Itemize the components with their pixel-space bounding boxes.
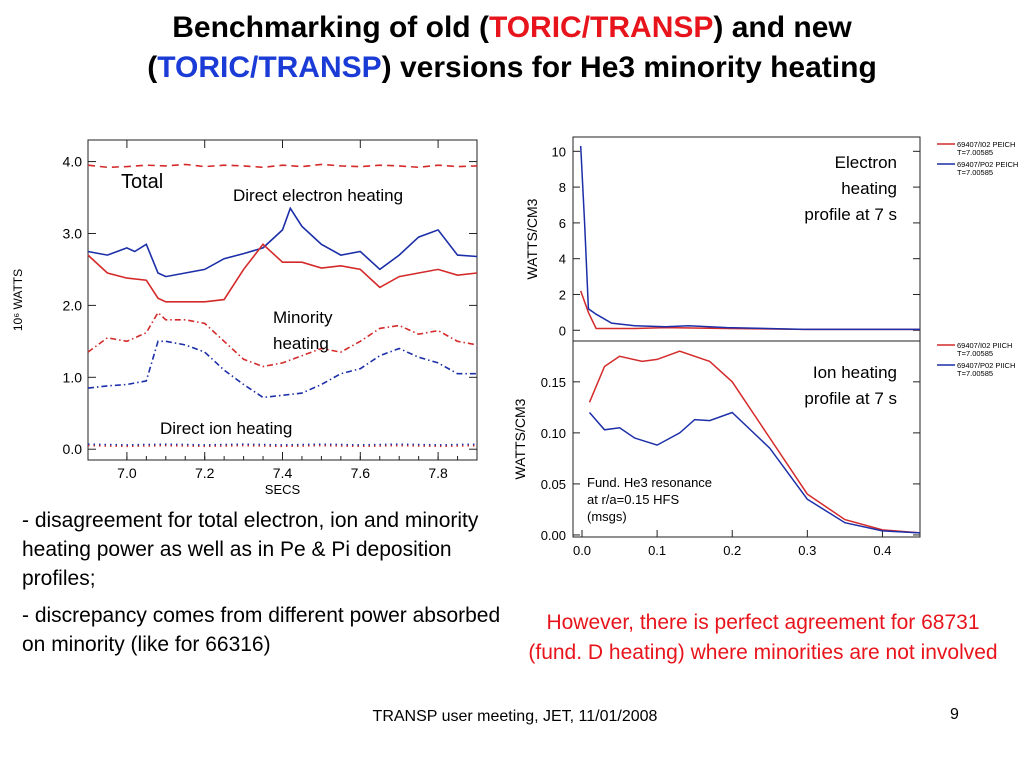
title-part4: ) versions for He3 minority heating — [381, 51, 877, 84]
y-tick-label: 8 — [559, 180, 566, 195]
bullet-list: - disagreement for total electron, ion a… — [22, 506, 502, 667]
y-tick-label: 0 — [559, 323, 566, 338]
y-tick-label: 4 — [559, 252, 566, 267]
profile-annotation: profile at 7 s — [804, 205, 897, 224]
x-tick-label: 7.6 — [351, 465, 371, 481]
series-line — [87, 340, 477, 399]
series-line — [579, 145, 920, 331]
x-tick-label: 0.4 — [873, 543, 891, 558]
profile-annotation: profile at 7 s — [804, 389, 897, 408]
x-tick-label: 7.8 — [428, 465, 448, 481]
legend-label: 69407/I02 PIICH — [957, 341, 1012, 350]
y-tick-label: 1.0 — [63, 369, 83, 385]
plot-frame — [572, 340, 921, 538]
series-line — [588, 411, 921, 534]
bullet-item: - disagreement for total electron, ion a… — [22, 509, 479, 590]
resonance-annotation: at r/a=0.15 HFS — [587, 492, 679, 507]
page-number: 9 — [950, 706, 959, 723]
x-tick-label: 7.2 — [195, 465, 215, 481]
y-tick-label: 2.0 — [63, 297, 83, 313]
series-line — [87, 444, 478, 448]
profile-annotation: Ion heating — [813, 363, 897, 382]
y-tick-label: 3.0 — [63, 225, 83, 241]
footer-text: TRANSP user meeting, JET, 11/01/2008 — [372, 708, 658, 725]
heating-power-vs-time-chart: 0.0 1.0 2.0 3.0 4.0 7.0 7.2 7.4 7.6 7.8 SECS 10⁶ WA… — [11, 139, 478, 497]
annotation-minority: heating — [273, 334, 329, 353]
legend-sub: T=7.00585 — [957, 168, 993, 177]
x-tick-label: 0.2 — [723, 543, 741, 558]
resonance-annotation: Fund. He3 resonance — [587, 475, 712, 490]
profile-annotation: Electron — [835, 153, 897, 172]
annotation-total: Total — [121, 171, 163, 193]
y-tick-label: 0.0 — [63, 441, 83, 457]
legend-label: 69407/P02 PEICH — [957, 160, 1018, 169]
annotation-direct-ion: Direct ion heating — [160, 419, 292, 438]
title-part1: Benchmarking of old ( — [172, 11, 489, 44]
series-line — [87, 443, 478, 446]
y-tick-label: 6 — [559, 216, 566, 231]
series-line — [87, 311, 478, 368]
y-tick-label: 0.05 — [541, 477, 566, 492]
x-tick-label: 7.4 — [273, 465, 293, 481]
y-tick-label: 0.15 — [541, 375, 566, 390]
series-line — [87, 163, 478, 169]
legend-label: 69407/I02 PEICH — [957, 140, 1015, 149]
series-line — [579, 290, 920, 331]
agreement-note: However, there is perfect agreement for … — [528, 611, 998, 664]
series-line — [588, 350, 921, 534]
title-part3: ( — [147, 51, 158, 84]
series-line — [87, 243, 478, 303]
bullet-item: - discrepancy comes from different power… — [22, 604, 501, 656]
y-tick-label: 2 — [559, 287, 566, 302]
x-tick-label: 0.3 — [798, 543, 816, 558]
annotation-minority: Minority — [273, 308, 333, 327]
title-old-code: TORIC/TRANSP — [488, 11, 714, 44]
y-tick-label: 10 — [552, 144, 566, 159]
legend-sub: T=7.00585 — [957, 349, 993, 358]
y-axis-label: WATTS/CM3 — [512, 398, 528, 479]
resonance-annotation: (msgs) — [587, 509, 627, 524]
y-axis-label: WATTS/CM3 — [524, 198, 540, 279]
ion-heating-profile-chart: 0.00 0.05 0.10 0.15 0.0 0.1 0.2 0.3 0.4 WATTS/CM3… — [512, 340, 1015, 558]
annotation-direct-electron: Direct electron heating — [233, 186, 403, 205]
x-tick-label: 0.1 — [648, 543, 666, 558]
x-axis-label: SECS — [265, 482, 301, 497]
y-tick-label: 0.10 — [541, 426, 566, 441]
profile-annotation: heating — [841, 179, 897, 198]
legend-label: 69407/P02 PIICH — [957, 361, 1015, 370]
title-new-code: TORIC/TRANSP — [157, 51, 382, 84]
electron-heating-profile-chart: 0 2 4 6 8 10 WATTS/CM3 Electron heating profile a… — [524, 136, 1018, 342]
slide-title: Benchmarking of old (TORIC/TRANSP) and n… — [0, 8, 1024, 88]
legend-sub: T=7.00585 — [957, 369, 993, 378]
y-tick-label: 0.00 — [541, 528, 566, 543]
x-tick-label: 0.0 — [573, 543, 591, 558]
y-axis-label: 10⁶ WATTS — [11, 269, 25, 331]
title-part2: ) and new — [713, 11, 852, 44]
series-line — [87, 206, 478, 278]
x-tick-label: 7.0 — [117, 465, 137, 481]
legend-sub: T=7.00585 — [957, 148, 993, 157]
y-tick-label: 4.0 — [63, 154, 83, 170]
